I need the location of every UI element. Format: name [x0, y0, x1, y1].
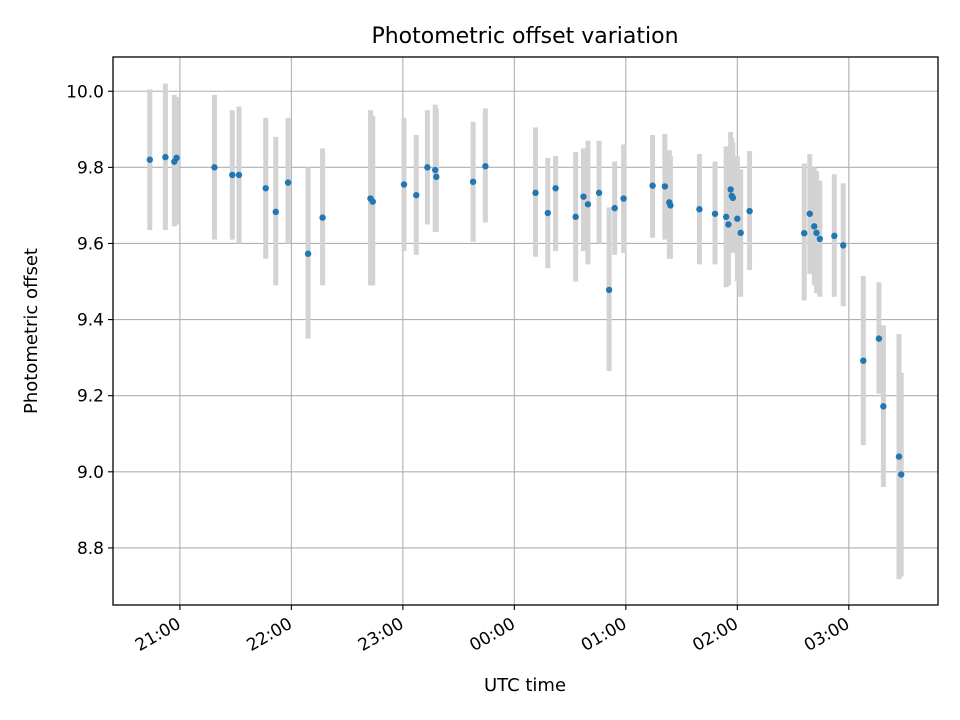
- data-point: [898, 471, 905, 478]
- data-point: [173, 154, 180, 162]
- data-point: [584, 201, 592, 208]
- data-point: [572, 213, 579, 221]
- data-points: [146, 153, 905, 478]
- data-point: [146, 156, 153, 163]
- data-point: [229, 171, 236, 179]
- data-point: [162, 153, 169, 161]
- data-point: [400, 181, 408, 188]
- data-point: [880, 403, 887, 410]
- data-point: [711, 210, 719, 217]
- data-point: [595, 189, 603, 197]
- data-point: [895, 453, 903, 460]
- data-point: [580, 193, 587, 200]
- data-point: [727, 186, 734, 193]
- data-point: [211, 164, 218, 171]
- data-point: [729, 194, 737, 202]
- data-point: [235, 171, 243, 179]
- data-point: [369, 198, 376, 205]
- data-point: [424, 164, 431, 171]
- data-point: [544, 209, 551, 217]
- data-point: [262, 185, 269, 192]
- data-point: [734, 215, 741, 222]
- y-tick-label: 9.6: [77, 234, 104, 254]
- data-point: [469, 178, 477, 186]
- data-point: [532, 189, 539, 197]
- plot-area-frame: [112, 56, 939, 606]
- chart-title: Photometric offset variation: [371, 24, 678, 49]
- data-point: [482, 163, 489, 170]
- data-point: [725, 221, 732, 228]
- data-point: [605, 286, 613, 294]
- data-point: [272, 208, 279, 216]
- data-point: [840, 242, 847, 249]
- grid: [113, 57, 938, 605]
- data-point: [875, 335, 883, 342]
- data-point: [737, 229, 744, 237]
- data-point: [746, 207, 753, 215]
- data-point: [620, 195, 627, 202]
- data-point: [667, 202, 674, 209]
- data-point: [806, 210, 813, 217]
- data-point: [661, 183, 669, 190]
- data-point: [696, 206, 703, 213]
- data-point: [649, 182, 656, 189]
- y-tick-label: 10.0: [66, 82, 104, 102]
- y-tick-label: 9.4: [77, 311, 104, 331]
- y-tick-label: 9.2: [77, 387, 104, 407]
- x-axis-label: UTC time: [484, 675, 566, 696]
- data-point: [831, 232, 838, 240]
- data-point: [860, 357, 867, 364]
- data-point: [304, 250, 312, 257]
- y-tick-label: 8.8: [77, 539, 104, 559]
- data-point: [413, 191, 420, 199]
- data-point: [801, 229, 808, 237]
- data-point: [611, 204, 618, 212]
- data-point: [284, 179, 292, 186]
- data-point: [811, 223, 818, 230]
- data-point: [813, 229, 820, 237]
- data-point: [816, 235, 824, 243]
- data-point: [552, 185, 559, 192]
- data-point: [319, 214, 326, 221]
- data-point: [433, 173, 440, 181]
- y-tick-label: 9.8: [77, 158, 104, 178]
- y-axis-label: Photometric offset: [21, 248, 42, 414]
- data-point: [722, 213, 730, 221]
- data-point: [431, 166, 439, 174]
- y-tick-label: 9.0: [77, 463, 104, 483]
